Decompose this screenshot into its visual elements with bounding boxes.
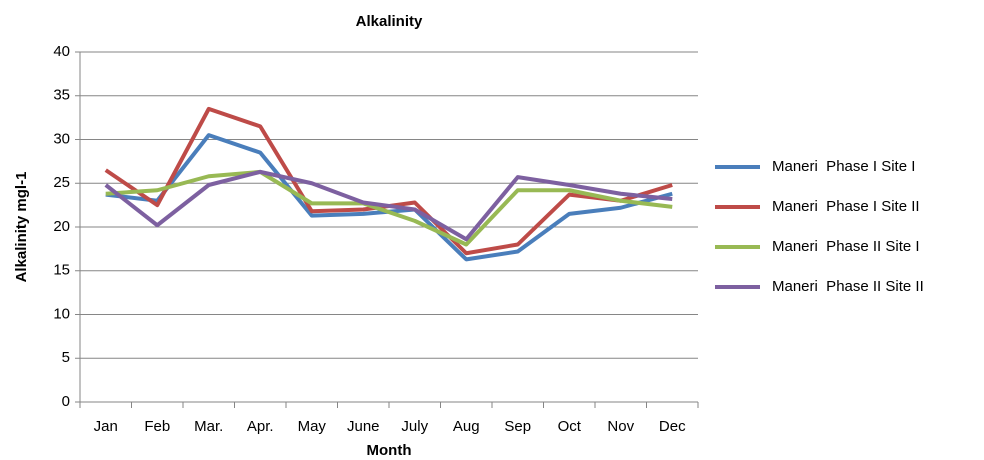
x-tick-label: Dec: [659, 418, 686, 435]
legend-label: Maneri Phase II Site II: [772, 278, 924, 295]
x-tick-label: Feb: [144, 418, 170, 435]
x-tick-label: Jan: [94, 418, 118, 435]
y-tick-label: 0: [62, 393, 70, 410]
legend-label: Maneri Phase II Site I: [772, 238, 920, 255]
y-tick-label: 5: [62, 349, 70, 366]
x-tick-label: Apr.: [247, 418, 274, 435]
x-tick-label: July: [401, 418, 428, 435]
y-tick-label: 35: [53, 87, 70, 104]
x-tick-label: May: [298, 418, 327, 435]
x-tick-label: Sep: [504, 418, 531, 435]
y-tick-label: 10: [53, 305, 70, 322]
y-tick-label: 15: [53, 262, 70, 279]
y-tick-label: 25: [53, 174, 70, 191]
x-tick-label: Mar.: [194, 418, 223, 435]
x-tick-label: Nov: [607, 418, 634, 435]
x-tick-label: June: [347, 418, 380, 435]
y-tick-label: 20: [53, 218, 70, 235]
legend-label: Maneri Phase I Site I: [772, 158, 915, 175]
legend-label: Maneri Phase I Site II: [772, 198, 920, 215]
x-tick-label: Oct: [558, 418, 582, 435]
series-line: [105, 169, 673, 247]
series-line: [104, 169, 673, 242]
y-tick-label: 40: [53, 43, 70, 60]
y-tick-label: 30: [53, 130, 70, 147]
chart-title: Alkalinity: [356, 13, 423, 30]
x-axis-label: Month: [367, 442, 412, 459]
x-tick-label: Aug: [453, 418, 480, 435]
y-axis-label: Alkalinity mgl-1: [13, 172, 30, 283]
